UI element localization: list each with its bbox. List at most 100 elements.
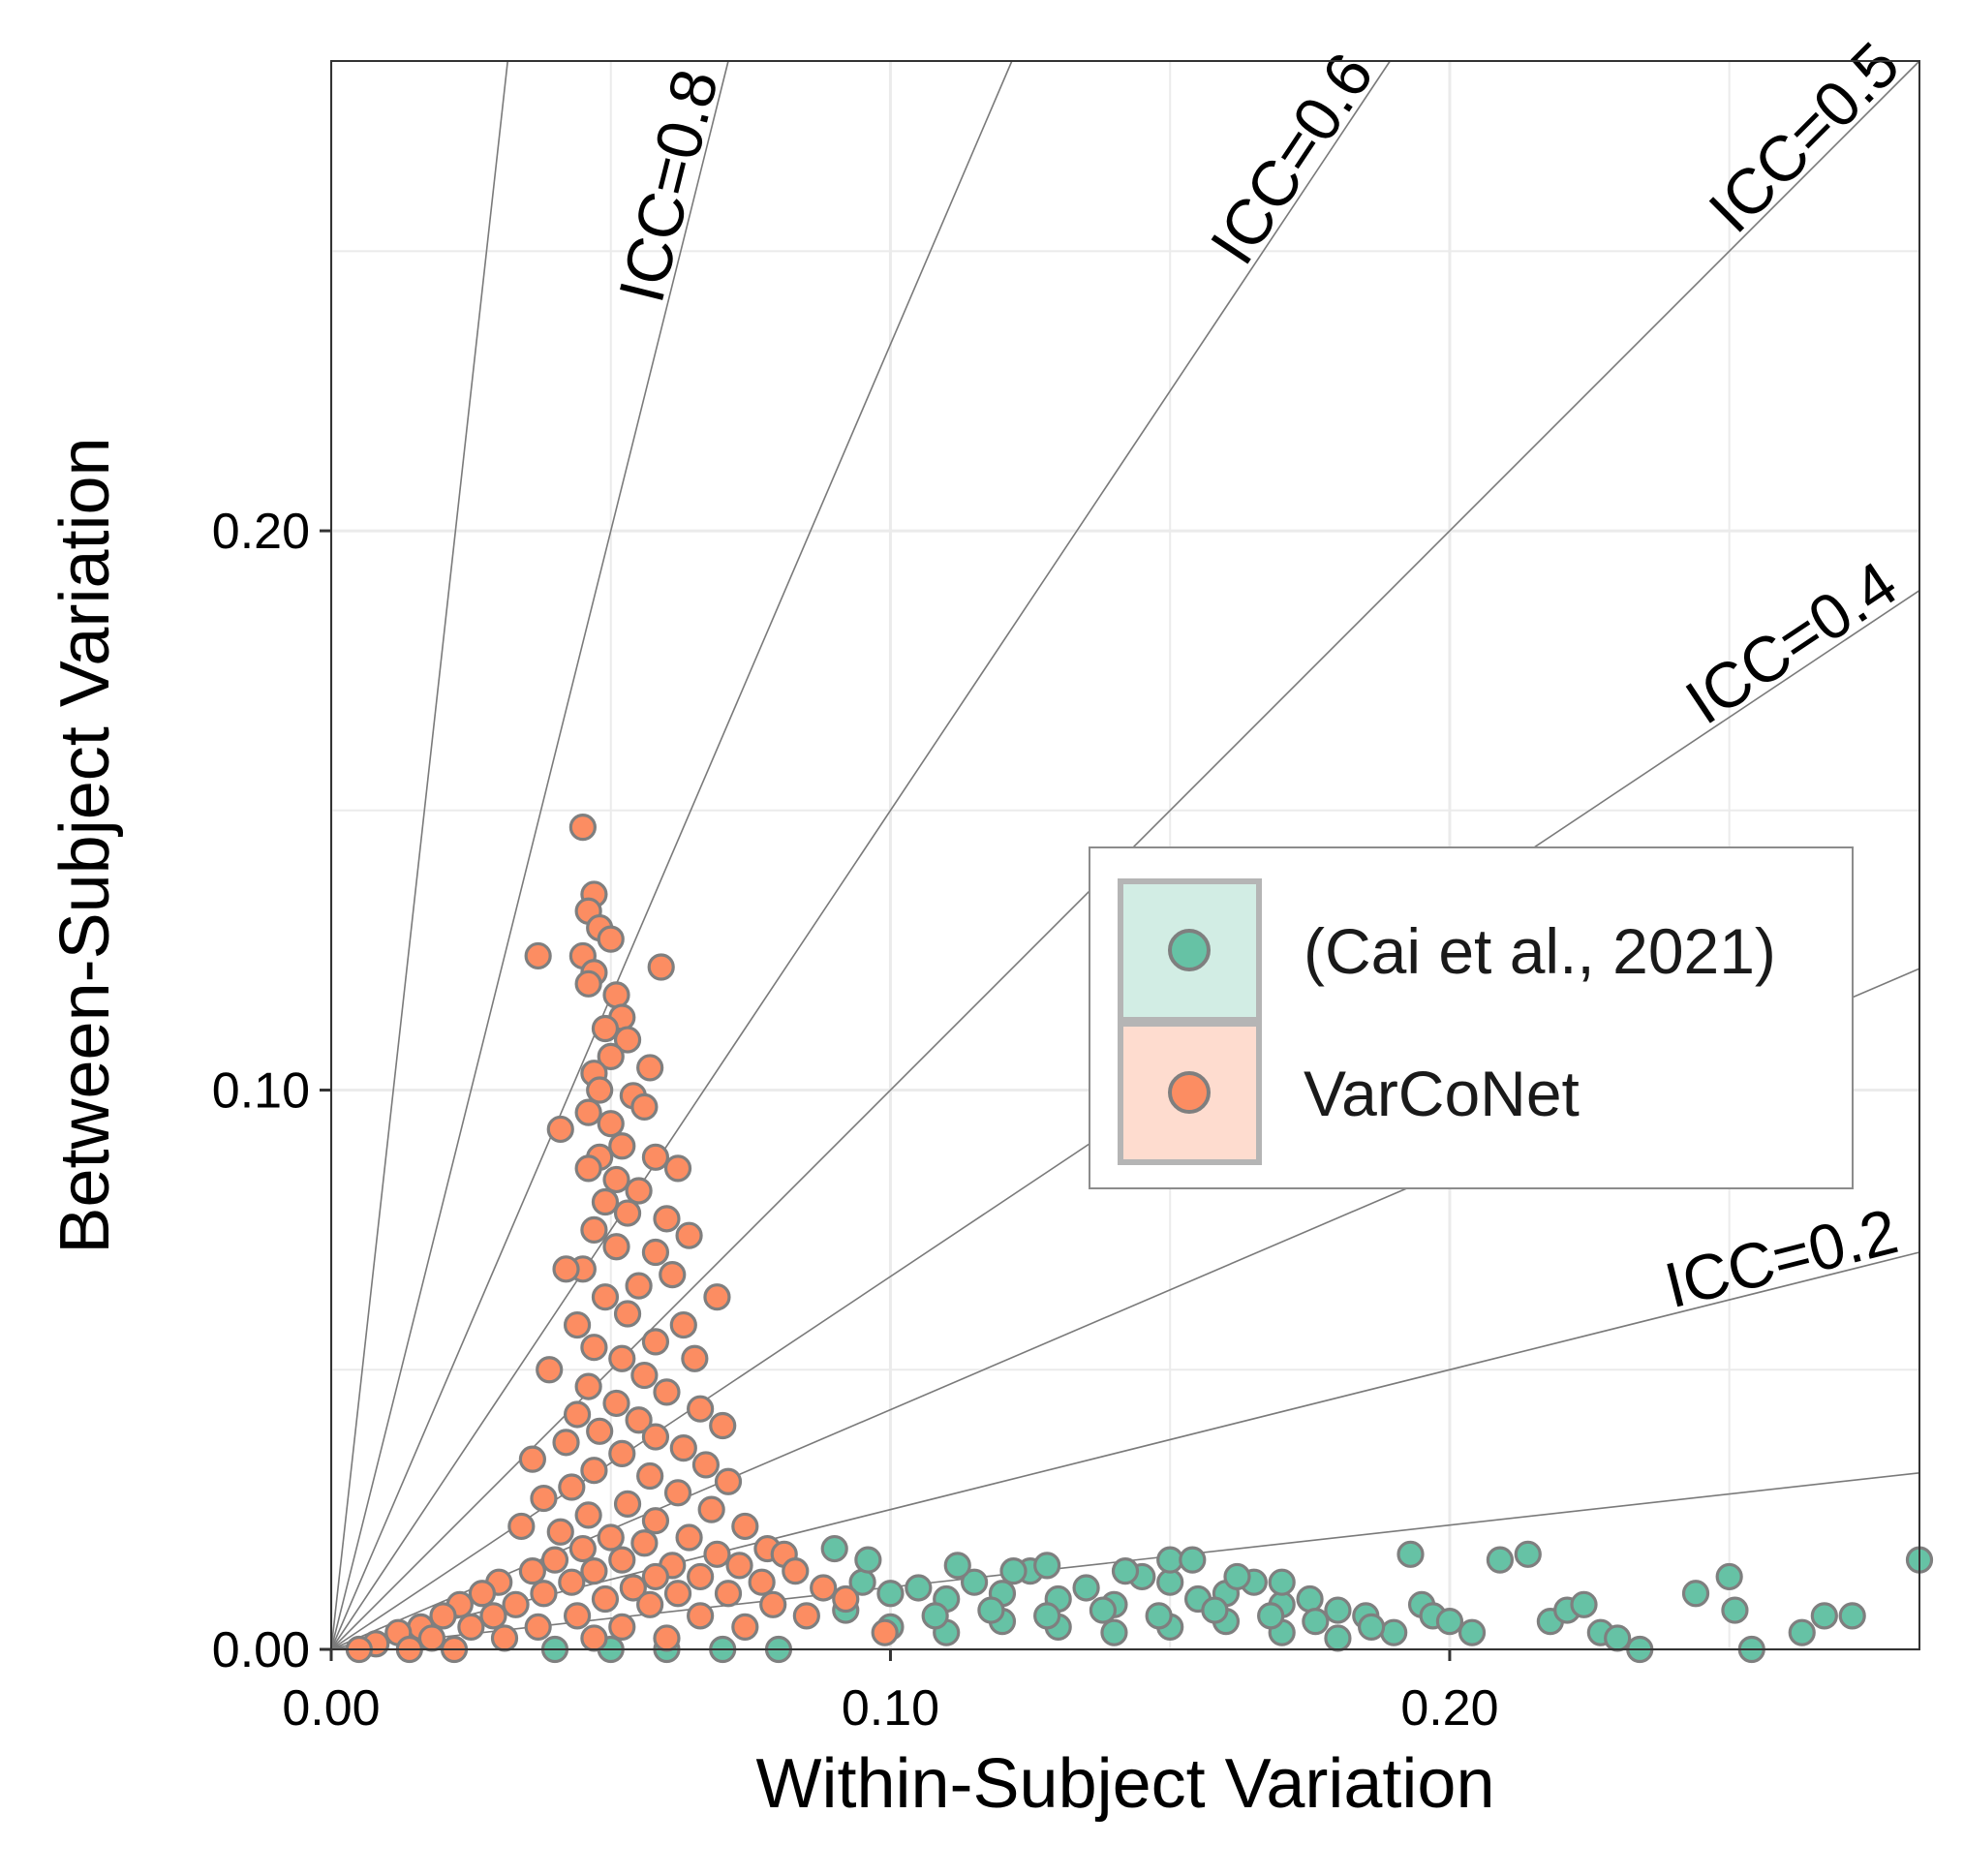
- data-point: [602, 1165, 630, 1194]
- data-point: [641, 1507, 670, 1535]
- data-point: [546, 1518, 574, 1546]
- data-point: [1089, 1596, 1118, 1624]
- data-point: [653, 1624, 681, 1652]
- data-point: [1156, 1546, 1184, 1574]
- series-cai: [540, 1534, 1934, 1664]
- data-point: [574, 1098, 602, 1126]
- data-point: [653, 1378, 681, 1406]
- data-point: [1396, 1540, 1425, 1568]
- data-point: [1033, 1602, 1061, 1630]
- icc-line-0.6: [330, 60, 1391, 1650]
- data-point: [507, 1512, 536, 1541]
- axes: 0.00 0.10 0.20 0.00 0.10 0.20: [212, 504, 1499, 1737]
- data-point: [636, 1590, 664, 1618]
- icc-label-0.8: ICC=0.8: [604, 62, 731, 309]
- data-point: [625, 1177, 653, 1205]
- data-point: [647, 953, 675, 981]
- data-point: [832, 1584, 860, 1614]
- y-axis-title: Between-Subject Variation: [46, 437, 124, 1253]
- data-point: [530, 1580, 558, 1608]
- data-point: [613, 1300, 642, 1328]
- data-point: [591, 1283, 620, 1311]
- data-point: [563, 1602, 592, 1630]
- data-point: [536, 1356, 564, 1384]
- data-point: [429, 1602, 457, 1630]
- data-point: [552, 1255, 580, 1283]
- data-point: [1715, 1562, 1743, 1591]
- data-point: [669, 1310, 697, 1339]
- data-point: [675, 1523, 703, 1552]
- data-point: [792, 1602, 820, 1630]
- data-point: [597, 1110, 625, 1138]
- data-point: [1681, 1580, 1710, 1608]
- data-point: [641, 1143, 670, 1171]
- data-point: [608, 1546, 636, 1574]
- data-point: [524, 941, 552, 970]
- icc-line-0.7: [330, 60, 1013, 1650]
- data-point: [714, 1580, 743, 1608]
- data-point: [608, 1613, 636, 1642]
- data-point: [653, 1205, 681, 1233]
- data-point: [1257, 1602, 1285, 1630]
- data-point: [1072, 1574, 1100, 1602]
- x-tick-label: 0.20: [1400, 1680, 1498, 1737]
- data-point: [854, 1546, 882, 1574]
- x-axis-title: Within-Subject Variation: [756, 1745, 1495, 1823]
- data-point: [518, 1557, 546, 1585]
- data-point: [580, 1334, 608, 1362]
- icc-label-0.4: ICC=0.4: [1672, 547, 1909, 738]
- data-point: [1324, 1596, 1352, 1624]
- data-point: [1435, 1608, 1464, 1636]
- data-point: [687, 1602, 715, 1630]
- x-tick-label: 0.00: [282, 1680, 380, 1737]
- data-point: [568, 814, 597, 842]
- data-point: [1514, 1540, 1542, 1568]
- data-point: [1296, 1584, 1324, 1614]
- data-point: [468, 1580, 497, 1608]
- data-point: [530, 1484, 558, 1513]
- data-point: [977, 1596, 1005, 1624]
- data-point: [591, 1187, 620, 1216]
- legend-marker-cai: [1168, 929, 1211, 971]
- data-point: [479, 1602, 507, 1630]
- data-point: [591, 1014, 620, 1043]
- data-point: [591, 1584, 620, 1614]
- data-point: [608, 1132, 636, 1160]
- data-point: [630, 1361, 659, 1390]
- data-point: [568, 1534, 597, 1563]
- data-point: [552, 1429, 580, 1457]
- icc-label-0.6: ICC=0.6: [1196, 40, 1387, 276]
- series-varconet: [345, 814, 899, 1664]
- data-point: [1156, 1568, 1184, 1596]
- data-point: [1111, 1557, 1140, 1585]
- data-point: [1486, 1546, 1515, 1574]
- data-point: [502, 1590, 530, 1618]
- data-point: [1357, 1613, 1386, 1642]
- data-point: [546, 1115, 574, 1144]
- y-tick-label: 0.10: [212, 1063, 310, 1120]
- legend-marker-varconet: [1168, 1071, 1211, 1114]
- legend-label-cai: (Cai et al., 2021): [1304, 915, 1776, 987]
- data-point: [681, 1344, 709, 1372]
- data-point: [960, 1568, 989, 1596]
- data-point: [1179, 1546, 1207, 1574]
- data-point: [574, 1154, 602, 1183]
- data-point: [630, 1092, 659, 1121]
- data-point: [820, 1534, 848, 1563]
- data-point: [540, 1546, 569, 1574]
- data-point: [1458, 1618, 1487, 1646]
- data-point: [597, 925, 625, 953]
- data-point: [1380, 1618, 1408, 1646]
- data-point: [597, 1042, 625, 1070]
- data-point: [675, 1221, 703, 1249]
- data-point: [625, 1272, 653, 1300]
- data-point: [641, 1238, 670, 1267]
- data-point: [597, 1523, 625, 1552]
- data-point: [731, 1512, 759, 1541]
- data-point: [759, 1590, 787, 1618]
- data-point: [1201, 1596, 1229, 1624]
- data-point: [558, 1568, 586, 1596]
- icc-label-0.2: ICC=0.2: [1658, 1194, 1905, 1321]
